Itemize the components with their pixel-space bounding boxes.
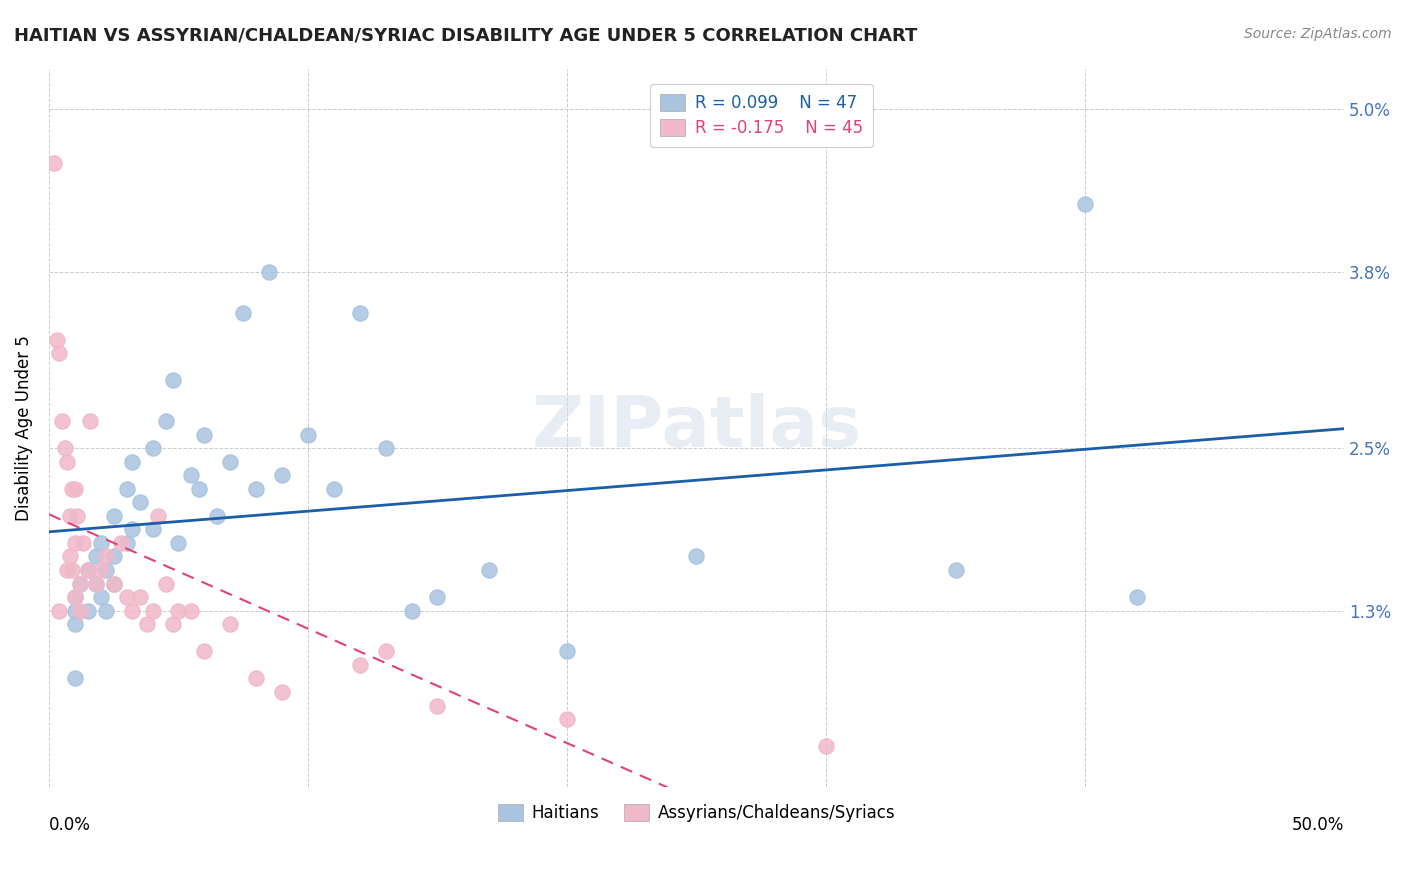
Point (322, 482, 344, 496)
Point (72, 536, 94, 550)
Point (69, 576, 91, 591)
Legend: Haitians, Assyrians/Chaldeans/Syriacs: Haitians, Assyrians/Chaldeans/Syriacs (491, 797, 901, 829)
Point (426, 698, 449, 713)
Point (94, 549, 117, 564)
Point (162, 617, 184, 632)
Point (426, 590, 449, 604)
Point (555, 712, 578, 726)
Point (167, 536, 190, 550)
Point (56, 455, 79, 469)
Point (128, 590, 150, 604)
Point (180, 604, 202, 618)
Point (257, 265, 280, 279)
Point (685, 549, 707, 564)
Y-axis label: Disability Age Under 5: Disability Age Under 5 (15, 334, 32, 521)
Point (94, 563, 117, 577)
Point (142, 604, 165, 618)
Point (59, 549, 82, 564)
Point (115, 536, 138, 550)
Point (44, 156, 66, 170)
Point (45, 333, 67, 347)
Point (84, 576, 107, 591)
Point (219, 455, 242, 469)
Text: 50.0%: 50.0% (1292, 815, 1344, 834)
Point (146, 508, 169, 523)
Point (180, 468, 202, 483)
Point (63, 590, 86, 604)
Point (90, 590, 112, 604)
Point (90, 536, 112, 550)
Point (142, 522, 165, 536)
Point (63, 617, 86, 632)
Point (555, 644, 578, 658)
Point (167, 604, 190, 618)
Point (121, 522, 143, 536)
Point (271, 468, 294, 483)
Text: Source: ZipAtlas.com: Source: ZipAtlas.com (1244, 27, 1392, 41)
Point (219, 617, 242, 632)
Point (48, 604, 70, 618)
Point (374, 644, 396, 658)
Point (51, 414, 73, 428)
Point (63, 590, 86, 604)
Point (121, 604, 143, 618)
Point (60, 563, 83, 577)
Point (63, 604, 86, 618)
Point (814, 739, 837, 754)
Point (63, 672, 86, 686)
Point (142, 441, 165, 455)
Point (79, 414, 101, 428)
Point (63, 536, 86, 550)
Point (103, 508, 125, 523)
Point (374, 441, 396, 455)
Point (59, 508, 82, 523)
Point (53, 441, 76, 455)
Point (110, 536, 132, 550)
Point (136, 617, 159, 632)
Point (128, 495, 150, 509)
Point (1126, 590, 1149, 604)
Point (945, 563, 967, 577)
Point (103, 576, 125, 591)
Point (245, 482, 267, 496)
Point (478, 563, 501, 577)
Point (76, 563, 98, 577)
Point (121, 455, 143, 469)
Point (349, 657, 371, 672)
Point (69, 604, 91, 618)
Point (56, 563, 79, 577)
Point (155, 576, 177, 591)
Point (94, 604, 117, 618)
Point (193, 644, 215, 658)
Point (245, 672, 267, 686)
Point (84, 576, 107, 591)
Point (66, 508, 89, 523)
Point (207, 508, 229, 523)
Point (103, 549, 125, 564)
Point (271, 685, 294, 699)
Point (155, 414, 177, 428)
Point (103, 576, 125, 591)
Point (90, 563, 112, 577)
Point (48, 346, 70, 360)
Text: ZIPatlas: ZIPatlas (531, 393, 862, 462)
Point (84, 549, 107, 564)
Point (115, 482, 138, 496)
Point (60, 482, 83, 496)
Point (63, 482, 86, 496)
Text: HAITIAN VS ASSYRIAN/CHALDEAN/SYRIAC DISABILITY AGE UNDER 5 CORRELATION CHART: HAITIAN VS ASSYRIAN/CHALDEAN/SYRIAC DISA… (14, 27, 918, 45)
Text: 0.0%: 0.0% (49, 815, 91, 834)
Point (401, 604, 423, 618)
Point (115, 590, 138, 604)
Point (188, 482, 211, 496)
Point (162, 373, 184, 387)
Point (232, 305, 254, 319)
Point (76, 563, 98, 577)
Point (297, 427, 319, 442)
Point (193, 427, 215, 442)
Point (69, 576, 91, 591)
Point (349, 305, 371, 319)
Point (1074, 197, 1097, 211)
Point (76, 604, 98, 618)
